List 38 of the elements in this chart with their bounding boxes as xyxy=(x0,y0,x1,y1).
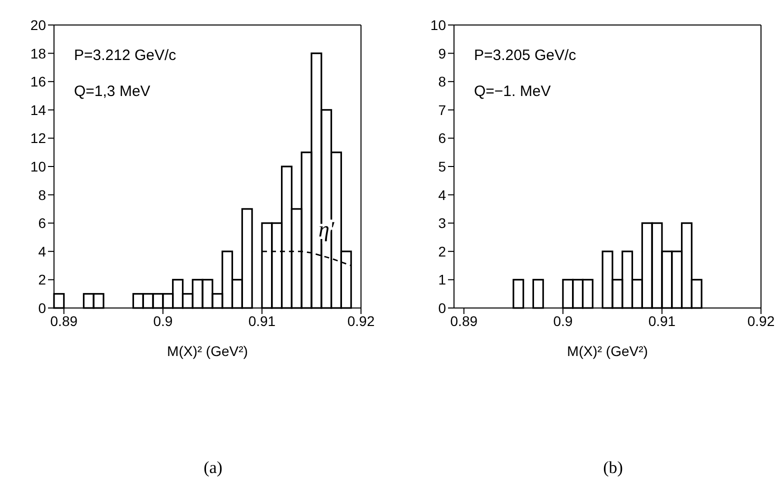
y-tick-label: 12 xyxy=(30,130,46,146)
x-tick-label: 0.89 xyxy=(50,312,78,329)
y-tick-label: 6 xyxy=(38,215,46,232)
x-tick-label: 0.9 xyxy=(153,312,173,329)
y-tick-label: 16 xyxy=(30,74,46,90)
x-tick-label: 0.9 xyxy=(553,312,573,329)
text: (b) xyxy=(602,458,624,478)
annotation: Q=1,3 MeV xyxy=(74,82,152,102)
y-tick-label: 10 xyxy=(430,16,446,33)
annotation: P=3.212 GeV/c xyxy=(74,46,176,66)
y-tick-label: 0 xyxy=(438,300,446,316)
y-tick-label: 4 xyxy=(38,243,46,260)
y-tick-label: 4 xyxy=(438,186,446,203)
y-tick-label: 2 xyxy=(38,272,46,288)
y-tick-label: 20 xyxy=(30,16,46,33)
x-tick-label: 0.91 xyxy=(248,312,276,329)
annotation: Q=−1. MeV xyxy=(474,82,552,102)
y-tick-label: 10 xyxy=(30,158,46,174)
x-axis-title: M(X)² (GeV²) xyxy=(167,343,248,359)
y-tick-label: 8 xyxy=(438,74,446,90)
y-tick-label: 8 xyxy=(38,186,46,203)
y-tick-label: 0 xyxy=(38,300,46,316)
y-tick-label: 7 xyxy=(438,102,446,118)
x-tick-label: 0.91 xyxy=(648,312,676,329)
x-tick-label: 0.89 xyxy=(450,312,478,329)
y-tick-label: 18 xyxy=(30,45,46,62)
x-axis-title: M(X)² (GeV²) xyxy=(567,343,648,359)
y-tick-label: 1 xyxy=(438,272,446,288)
annotation: P=3.205 GeV/c xyxy=(474,46,576,66)
y-tick-label: 9 xyxy=(438,45,446,62)
y-tick-label: 14 xyxy=(30,102,46,118)
x-tick-label: 0.92 xyxy=(347,312,375,329)
x-tick-label: 0.92 xyxy=(747,312,775,329)
y-tick-label: 6 xyxy=(438,130,446,146)
y-tick-label: 2 xyxy=(438,243,446,260)
text: (a) xyxy=(202,458,224,478)
y-tick-label: 3 xyxy=(438,215,446,232)
y-tick-label: 5 xyxy=(438,158,446,174)
